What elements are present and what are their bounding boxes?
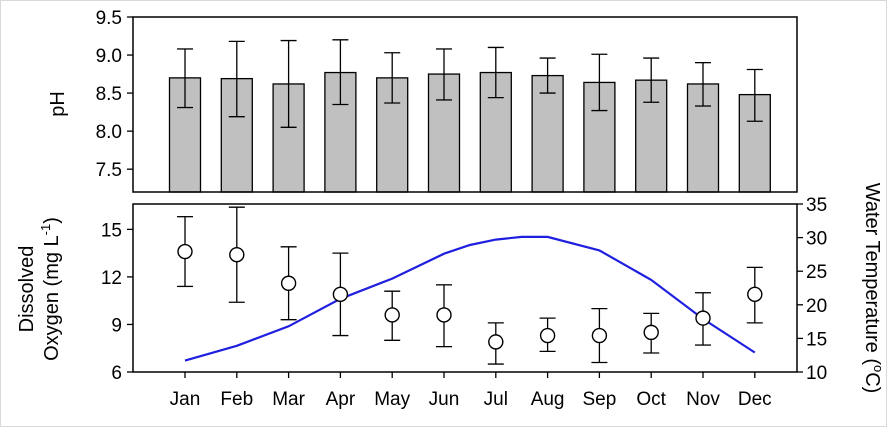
temperature-y-axis-label: Water Temperature (oC)	[861, 183, 886, 394]
oxygen-point-jun	[436, 307, 452, 323]
x-tick-label-feb: Feb	[220, 389, 253, 410]
x-tick-label-aug: Aug	[531, 389, 565, 410]
temperature-y-ticks: 10 15 20 25 30 35	[797, 195, 827, 384]
oxygen-point-jul	[488, 334, 504, 350]
temperature-y-tick-label: 10	[806, 363, 827, 384]
oxygen-y-axis-label-line2: Oxygen (mg L-1)	[38, 217, 63, 361]
temperature-y-tick-label: 15	[806, 329, 827, 350]
x-tick-label-nov: Nov	[686, 389, 720, 410]
ph-y-tick-label: 9.0	[96, 46, 122, 67]
ph-bars	[168, 71, 771, 193]
temperature-y-axis-label-sup: o	[871, 365, 886, 372]
ph-bar-dec	[738, 93, 771, 193]
oxygen-y-tick-label: 12	[101, 268, 122, 289]
oxygen-panel: 6 9 12 15 10 15 20 25 30 35 Jan Feb Mar Apr May Jun Ju…	[16, 183, 886, 410]
temperature-y-axis-label-end: C)	[861, 372, 883, 393]
temperature-y-tick-label: 25	[806, 262, 827, 283]
oxygen-y-tick-label: 6	[111, 363, 122, 384]
oxygen-y-axis-label-main: Oxygen (mg L	[41, 235, 63, 361]
ph-plot-frame	[132, 16, 798, 193]
temperature-y-axis-label-main: Water Temperature (	[861, 183, 883, 366]
oxygen-y-axis-label-line1: Dissolved	[16, 246, 38, 333]
oxygen-point-aug	[539, 327, 556, 344]
temperature-line	[184, 235, 756, 362]
x-tick-label-dec: Dec	[738, 389, 772, 410]
oxygen-point-feb	[229, 247, 245, 263]
oxygen-points	[177, 243, 763, 350]
x-tick-label-jan: Jan	[170, 389, 201, 410]
x-tick-label-may: May	[374, 389, 410, 410]
oxygen-error-bars	[177, 206, 763, 365]
oxygen-point-sep	[591, 327, 608, 344]
oxygen-y-ticks: 6 9 12 15	[101, 220, 133, 384]
ph-y-tick-label: 8.0	[96, 122, 122, 143]
month-x-ticks: Jan Feb Mar Apr May Jun Jul Aug Sep Oct Nov Dec	[170, 372, 772, 410]
ph-y-tick-label: 8.5	[96, 84, 122, 105]
oxygen-y-axis-label-end: )	[41, 217, 63, 224]
ph-error-bars	[177, 39, 763, 128]
ph-y-ticks: 7.5 8.0 8.5 9.0 9.5	[96, 8, 133, 181]
oxygen-point-may	[384, 307, 400, 323]
temperature-y-tick-label: 35	[806, 195, 827, 216]
oxygen-y-tick-label: 9	[111, 315, 122, 336]
x-tick-label-mar: Mar	[272, 389, 305, 410]
ph-bar-aug	[531, 74, 564, 193]
oxygen-point-jan	[177, 243, 193, 260]
ph-y-axis-label: pH	[47, 91, 69, 117]
ph-y-tick-label: 7.5	[96, 160, 122, 181]
temperature-y-tick-label: 30	[806, 229, 827, 250]
x-tick-label-sep: Sep	[582, 389, 616, 410]
oxygen-point-nov	[695, 310, 711, 326]
temperature-y-tick-label: 20	[806, 296, 827, 317]
oxygen-point-apr	[332, 286, 349, 303]
x-tick-label-jul: Jul	[484, 389, 508, 410]
oxygen-y-axis-label-sup: -1	[38, 224, 53, 236]
x-tick-label-apr: Apr	[326, 389, 356, 410]
ph-panel: 7.5 8.0 8.5 9.0 9.5 pH	[47, 8, 798, 193]
oxygen-y-tick-label: 15	[101, 220, 122, 241]
oxygen-plot-frame	[132, 203, 798, 373]
x-tick-label-oct: Oct	[636, 389, 666, 410]
x-tick-label-jun: Jun	[429, 389, 460, 410]
oxygen-point-mar	[280, 275, 297, 291]
ph-y-tick-label: 9.5	[96, 8, 122, 29]
oxygen-point-dec	[747, 286, 763, 303]
oxygen-point-oct	[643, 324, 659, 341]
